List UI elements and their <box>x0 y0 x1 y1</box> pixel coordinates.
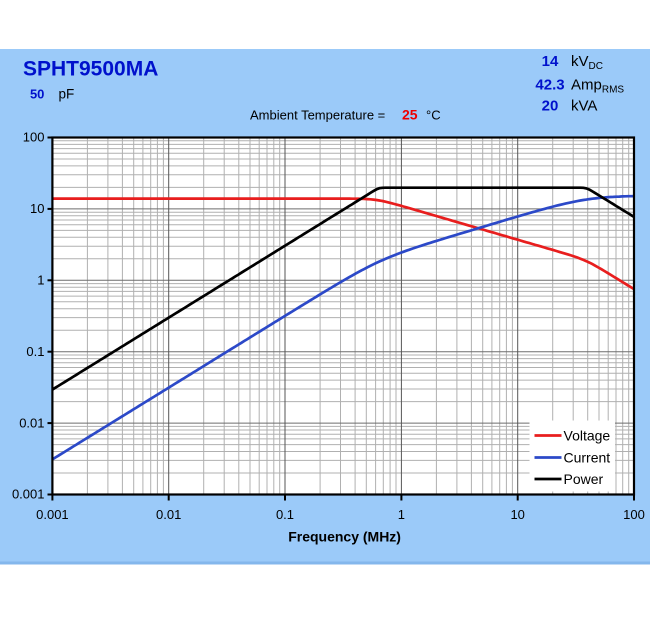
svg-text:1: 1 <box>37 273 44 288</box>
svg-text:1: 1 <box>398 507 405 522</box>
svg-text:0.01: 0.01 <box>156 507 181 522</box>
svg-text:pF: pF <box>59 86 75 101</box>
svg-text:100: 100 <box>23 130 45 145</box>
svg-text:0.001: 0.001 <box>12 487 45 502</box>
svg-text:14: 14 <box>542 53 559 70</box>
svg-text:0.01: 0.01 <box>19 415 44 430</box>
svg-text:20: 20 <box>542 98 559 115</box>
svg-text:10: 10 <box>30 201 44 216</box>
svg-text:kVA: kVA <box>571 98 597 115</box>
svg-text:0.1: 0.1 <box>26 344 44 359</box>
svg-text:100: 100 <box>623 507 645 522</box>
svg-text:50: 50 <box>30 86 44 101</box>
svg-text:Current: Current <box>564 449 611 465</box>
svg-text:0.001: 0.001 <box>36 507 69 522</box>
svg-text:25: 25 <box>402 107 418 123</box>
svg-text:Frequency (MHz): Frequency (MHz) <box>288 529 401 545</box>
svg-text:Voltage: Voltage <box>564 427 611 443</box>
svg-text:SPHT9500MA: SPHT9500MA <box>23 58 158 81</box>
svg-text:Ambient Temperature =: Ambient Temperature = <box>250 108 385 123</box>
svg-text:Power: Power <box>564 471 604 487</box>
svg-text:°C: °C <box>426 108 441 123</box>
svg-text:10: 10 <box>510 507 524 522</box>
svg-text:0.1: 0.1 <box>276 507 294 522</box>
svg-text:42.3: 42.3 <box>535 77 564 94</box>
